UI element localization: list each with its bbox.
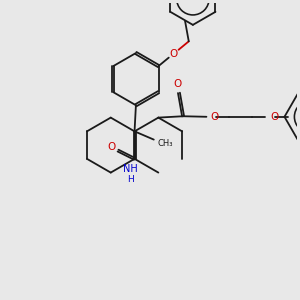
Text: CH₃: CH₃ xyxy=(158,139,173,148)
Text: O: O xyxy=(270,112,278,122)
Text: H: H xyxy=(127,175,134,184)
Text: O: O xyxy=(107,142,115,152)
Text: NH: NH xyxy=(123,164,138,174)
Text: O: O xyxy=(174,79,182,89)
Text: O: O xyxy=(210,112,219,122)
Text: O: O xyxy=(169,49,178,59)
